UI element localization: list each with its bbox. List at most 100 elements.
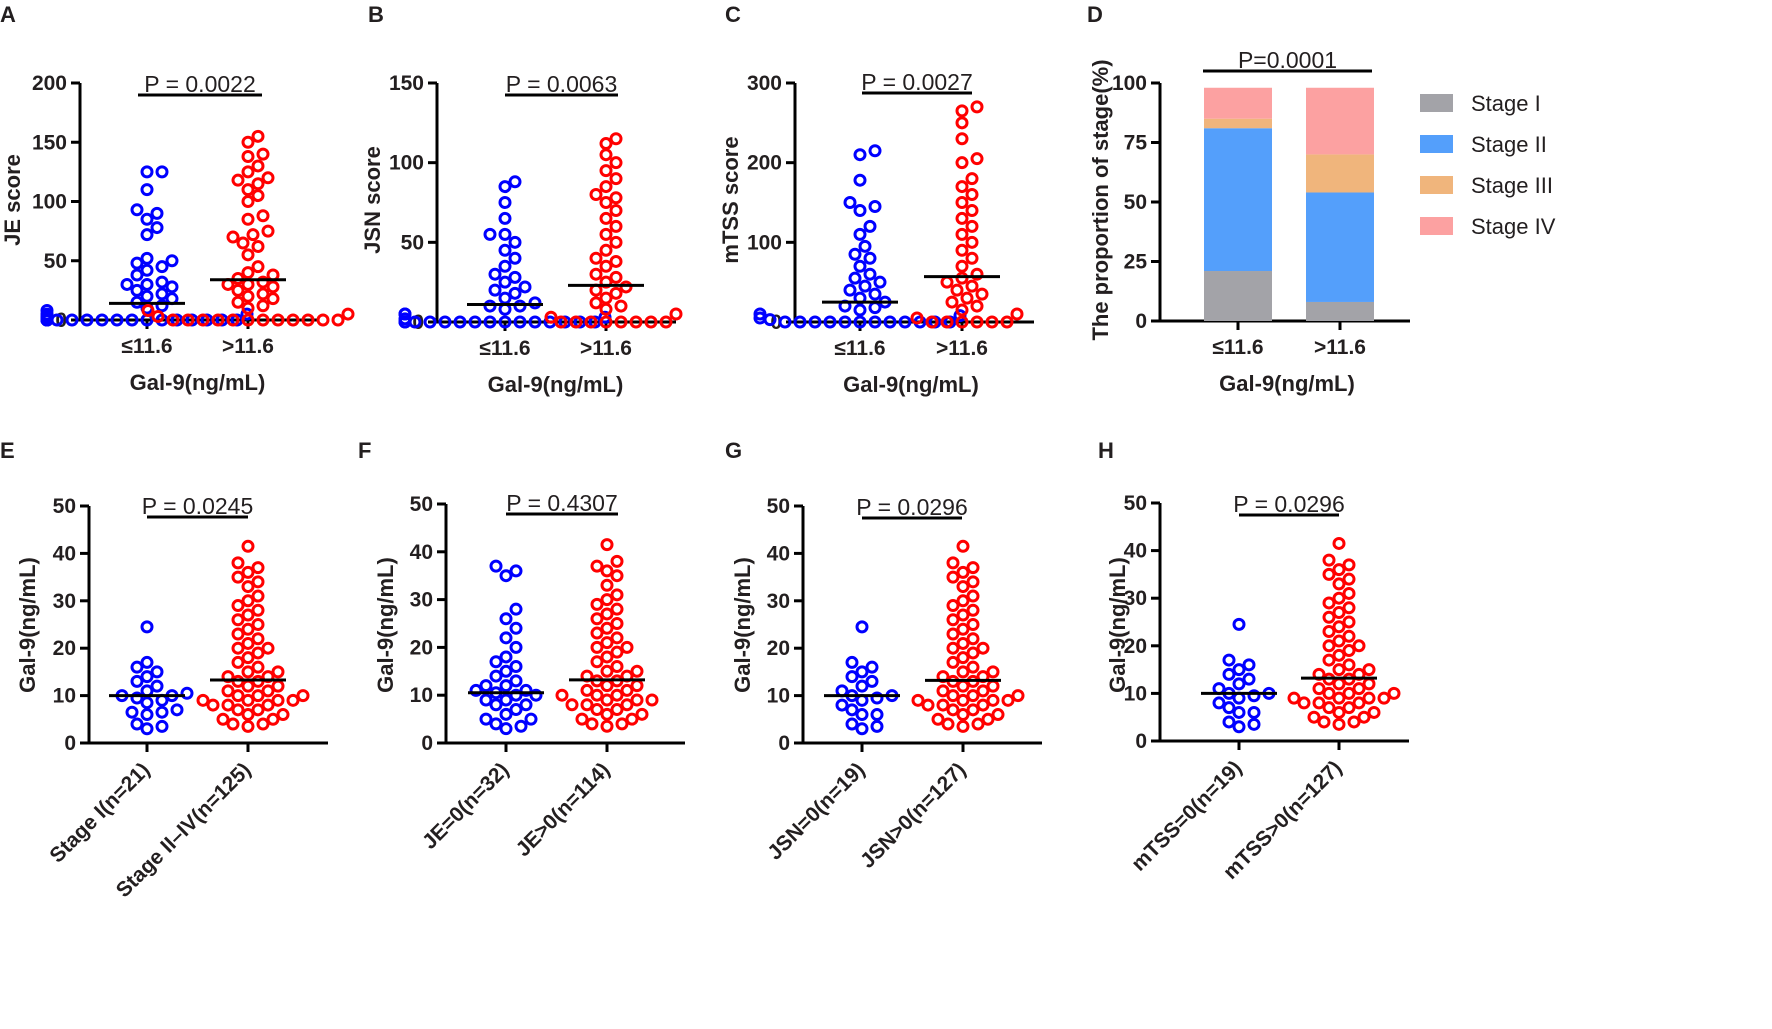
data-point — [241, 594, 255, 608]
data-point — [946, 599, 960, 613]
data-point — [271, 693, 285, 707]
data-point — [956, 539, 970, 553]
data-point — [845, 717, 859, 731]
data-point — [140, 620, 154, 634]
data-point — [251, 240, 265, 254]
data-point — [590, 703, 604, 717]
data-point — [925, 315, 939, 329]
data-point — [599, 180, 613, 194]
data-point — [855, 679, 869, 693]
data-point — [946, 627, 960, 641]
data-point — [1342, 644, 1356, 658]
data-point — [140, 277, 154, 291]
data-point — [1332, 620, 1346, 634]
data-point — [125, 313, 139, 327]
data-point — [956, 594, 970, 608]
data-point — [241, 622, 255, 636]
data-point — [873, 275, 887, 289]
data-point — [241, 212, 255, 226]
data-point — [855, 620, 869, 634]
data-point — [986, 693, 1000, 707]
data-point — [261, 171, 275, 185]
y-tick-label: 30 — [53, 590, 76, 613]
data-point — [956, 565, 970, 579]
y-tick-label: 50 — [401, 231, 424, 254]
data-point — [855, 665, 869, 679]
data-point — [1342, 558, 1356, 572]
data-point — [845, 670, 859, 684]
data-point — [1232, 705, 1246, 719]
data-point — [870, 719, 884, 733]
data-point — [778, 315, 792, 329]
data-point — [508, 270, 522, 284]
data-point — [286, 693, 300, 707]
data-point — [1362, 677, 1376, 691]
data-point — [599, 196, 613, 209]
data-point — [599, 302, 613, 316]
data-point — [976, 698, 990, 712]
data-point — [130, 283, 144, 297]
data-point — [600, 707, 614, 721]
data-point — [610, 688, 624, 702]
data-point — [231, 283, 245, 297]
data-point — [251, 189, 265, 203]
y-tick-label: 30 — [767, 590, 790, 613]
data-point — [609, 172, 623, 186]
data-point — [1297, 696, 1311, 710]
data-point — [241, 708, 255, 722]
data-point — [1357, 710, 1371, 724]
data-point — [600, 607, 614, 621]
data-point — [266, 292, 280, 306]
data-point — [498, 211, 512, 225]
data-point — [499, 679, 513, 693]
data-point — [1322, 610, 1336, 624]
data-point — [590, 597, 604, 611]
data-point — [231, 556, 245, 570]
data-point — [226, 230, 240, 244]
data-point — [610, 588, 624, 602]
data-point — [629, 315, 643, 329]
data-point — [1352, 682, 1366, 696]
data-point — [130, 203, 144, 217]
data-point — [140, 212, 154, 226]
x-tick-label: ≤11.6 — [121, 335, 172, 358]
panel-c: C 0 100 200 300 mTSS score P = 0.0027 ≤11.6 >11.… — [718, 2, 1034, 397]
data-point — [610, 569, 624, 583]
y-tick-label: 20 — [53, 637, 76, 660]
data-point — [240, 307, 254, 321]
data-point — [609, 156, 623, 170]
data-point — [589, 188, 603, 202]
data-point — [569, 315, 583, 329]
data-point — [970, 315, 984, 329]
bar-segment-stage-iii — [1306, 154, 1374, 193]
y-tick-label: 50 — [767, 495, 790, 518]
y-tick-label: 20 — [767, 637, 790, 660]
y-tick-label: 10 — [1124, 682, 1147, 705]
data-point — [251, 129, 265, 143]
data-point — [1212, 696, 1226, 710]
data-point — [865, 660, 879, 674]
data-point — [966, 703, 980, 717]
data-point — [966, 561, 980, 575]
data-point — [1322, 639, 1336, 653]
data-point — [599, 227, 613, 241]
data-point — [251, 603, 265, 617]
data-point — [489, 698, 503, 712]
data-point — [589, 296, 603, 310]
panel-letter: A — [0, 2, 16, 27]
data-point — [151, 309, 165, 323]
data-point — [513, 299, 527, 313]
data-point — [130, 674, 144, 688]
data-point — [931, 712, 945, 726]
data-point — [241, 665, 255, 679]
panel-letter: H — [1098, 438, 1114, 463]
data-point — [524, 712, 538, 726]
data-point — [140, 722, 154, 736]
data-point — [241, 135, 255, 149]
data-point — [499, 569, 513, 583]
data-point — [1362, 691, 1376, 705]
data-point — [241, 651, 255, 665]
data-point — [518, 280, 532, 294]
data-point — [956, 608, 970, 622]
